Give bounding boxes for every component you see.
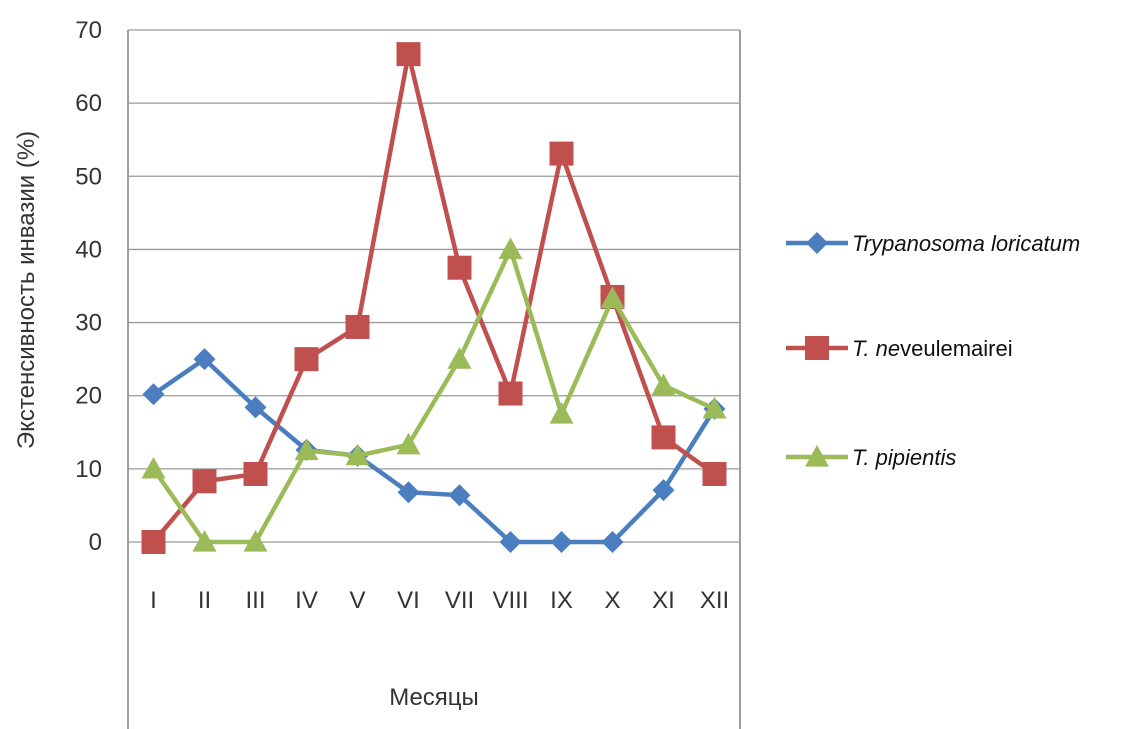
x-tick-label: III	[245, 587, 265, 614]
y-tick-label: 0	[89, 529, 102, 556]
series-line	[152, 356, 717, 545]
data-point	[447, 255, 472, 280]
y-tick-label: 20	[75, 383, 102, 410]
data-point	[498, 381, 523, 406]
x-tick-label: IV	[295, 587, 318, 614]
legend-item: T. pipientis	[786, 445, 956, 470]
y-tick-labels: 0 10 20 30 40 50 60 70	[75, 17, 102, 556]
data-point	[550, 531, 573, 553]
x-tick-label: XI	[652, 587, 675, 614]
y-axis-title: Экстенсивность инвазии (%)	[13, 131, 40, 449]
data-point	[141, 456, 166, 479]
legend-marker	[805, 336, 829, 360]
legend-label: T. neveulemairei	[852, 336, 1013, 361]
data-point	[396, 432, 421, 455]
data-point	[192, 530, 217, 552]
data-point	[142, 383, 165, 406]
x-axis-title: Месяцы	[389, 684, 479, 711]
y-tick-label: 40	[75, 236, 102, 263]
x-tick-label: VII	[445, 587, 474, 614]
plot-frame	[127, 30, 741, 729]
series-line	[151, 247, 716, 545]
x-tick-label: VIII	[492, 587, 528, 614]
x-tick-label: IX	[550, 587, 573, 614]
data-point	[243, 461, 268, 486]
data-point	[396, 42, 421, 67]
data-point	[192, 469, 217, 494]
y-tick-label: 10	[75, 456, 102, 483]
data-point	[549, 141, 574, 166]
data-point	[141, 530, 166, 554]
legend-label: Trypanosoma loricatum	[852, 231, 1080, 256]
data-point	[193, 348, 216, 371]
y-tick-label: 60	[75, 90, 102, 117]
data-point	[651, 425, 676, 450]
data-point	[549, 402, 574, 424]
data-point	[702, 461, 727, 486]
gridlines	[128, 29, 740, 543]
data-point	[243, 530, 268, 552]
x-tick-labels: I II III IV V VI VII VIII IX X XI XII	[150, 587, 729, 614]
data-point	[244, 396, 267, 419]
legend-label: T. pipientis	[852, 445, 956, 470]
x-tick-label: V	[349, 587, 365, 614]
series-3	[141, 237, 727, 552]
data-point	[601, 531, 624, 553]
data-point	[600, 286, 625, 309]
data-point	[447, 347, 472, 369]
legend: Trypanosoma loricatum T. neveulemairei T. …	[786, 231, 1080, 470]
x-tick-label: II	[198, 587, 211, 614]
data-point	[499, 531, 522, 553]
x-tick-label: X	[604, 587, 620, 614]
data-point	[652, 479, 675, 502]
legend-marker	[806, 232, 828, 254]
data-point	[397, 481, 420, 504]
data-point	[294, 438, 319, 461]
y-tick-label: 50	[75, 163, 102, 190]
data-point	[294, 347, 319, 372]
series-2	[141, 42, 727, 554]
legend-item: Trypanosoma loricatum	[786, 231, 1080, 256]
data-point	[345, 314, 370, 339]
legend-item: T. neveulemairei	[786, 336, 1013, 361]
data-point	[651, 373, 676, 396]
data-point	[345, 443, 370, 466]
y-tick-label: 30	[75, 310, 102, 337]
series-1	[142, 348, 726, 553]
x-tick-label: I	[150, 587, 157, 614]
legend-marker	[805, 445, 829, 467]
data-point	[498, 237, 523, 260]
data-point	[702, 396, 727, 419]
data-point	[448, 484, 471, 507]
x-tick-label: VI	[397, 587, 420, 614]
y-tick-label: 70	[75, 17, 102, 44]
series-group	[141, 42, 727, 554]
x-tick-label: XII	[700, 587, 729, 614]
